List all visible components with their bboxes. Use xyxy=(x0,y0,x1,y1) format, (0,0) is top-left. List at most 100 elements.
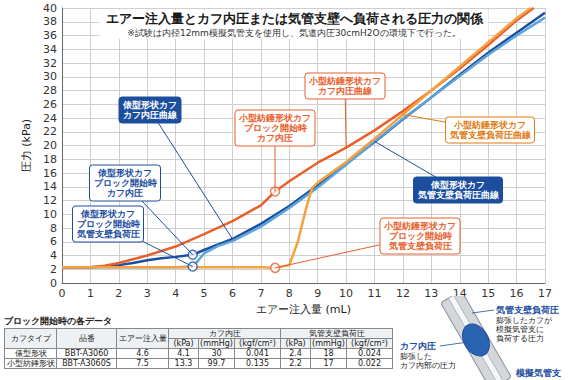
svg-text:28: 28 xyxy=(43,84,57,97)
svg-text:圧力 (kPa): 圧力 (kPa) xyxy=(20,119,33,172)
html-text:BBT-A3060S: BBT-A3060S xyxy=(62,359,111,368)
svg-text:0: 0 xyxy=(50,277,57,290)
html-text:(kPa): (kPa) xyxy=(173,339,194,348)
svg-text:膨張した: 膨張した xyxy=(400,352,432,361)
svg-text:2: 2 xyxy=(115,287,122,300)
svg-text:10: 10 xyxy=(43,208,57,221)
html-text:BBT-A3060: BBT-A3060 xyxy=(64,349,109,358)
html-text:2.2: 2.2 xyxy=(289,359,302,368)
svg-text:9: 9 xyxy=(314,287,321,300)
svg-text:40: 40 xyxy=(43,2,57,15)
html-text:(mmHg): (mmHg) xyxy=(312,339,345,348)
svg-text:14: 14 xyxy=(43,180,57,193)
svg-text:小型紡錘形状カフ: 小型紡錘形状カフ xyxy=(383,221,456,231)
html-text:4.6: 4.6 xyxy=(136,349,149,358)
svg-text:4: 4 xyxy=(50,249,57,262)
html-text:0.024: 0.024 xyxy=(358,349,381,358)
svg-text:32: 32 xyxy=(43,57,57,70)
html-text:99.7: 99.7 xyxy=(207,359,226,368)
svg-text:2: 2 xyxy=(50,263,57,276)
svg-text:模擬気管支: 模擬気管支 xyxy=(515,368,561,378)
svg-text:18: 18 xyxy=(43,153,57,166)
svg-text:俵型形状カフ: 俵型形状カフ xyxy=(97,168,152,178)
html-text:カフ内圧: カフ内圧 xyxy=(208,329,241,338)
html-text:17: 17 xyxy=(323,359,334,368)
html-text:(kgf/cm²): (kgf/cm²) xyxy=(239,339,276,348)
svg-text:26: 26 xyxy=(43,98,57,111)
svg-text:カフ内圧: カフ内圧 xyxy=(107,188,143,198)
svg-text:16: 16 xyxy=(510,287,524,300)
html-text:品番: 品番 xyxy=(78,334,95,343)
svg-text:13: 13 xyxy=(424,287,438,300)
svg-text:カフ内圧: カフ内圧 xyxy=(400,341,436,351)
svg-text:12: 12 xyxy=(396,287,410,300)
svg-text:4: 4 xyxy=(172,287,179,300)
html-text:7.5: 7.5 xyxy=(136,359,149,368)
html-text:エアー注入量: エアー注入量 xyxy=(118,334,167,343)
svg-text:10: 10 xyxy=(339,287,353,300)
svg-text:俵型形状カフ: 俵型形状カフ xyxy=(80,209,135,219)
html-text:13.3: 13.3 xyxy=(174,359,193,368)
html-text:0.041: 0.041 xyxy=(246,349,269,358)
svg-text:小型紡錘形状カフ: 小型紡錘形状カフ xyxy=(308,76,381,86)
svg-text:カフ内部の圧力: カフ内部の圧力 xyxy=(400,361,456,370)
svg-text:1: 1 xyxy=(87,287,94,300)
svg-text:0: 0 xyxy=(59,287,66,300)
html-text:4.1: 4.1 xyxy=(177,349,190,358)
svg-text:38: 38 xyxy=(43,15,57,28)
svg-text:小型紡錘形状カフ: 小型紡錘形状カフ xyxy=(238,113,311,123)
svg-text:ブロック開始時: ブロック開始時 xyxy=(244,123,307,133)
svg-text:小型紡錘形状カフ: 小型紡錘形状カフ xyxy=(453,120,526,130)
html-text:2.4: 2.4 xyxy=(289,349,302,358)
svg-text:8: 8 xyxy=(286,287,293,300)
html-text:俵型形状: 俵型形状 xyxy=(14,349,47,358)
svg-text:気管支壁負荷圧曲線: 気管支壁負荷圧曲線 xyxy=(449,130,532,140)
svg-text:5: 5 xyxy=(201,287,208,300)
svg-text:エアー注入量とカフ内圧または気管支壁へ負荷される圧力の関係: エアー注入量とカフ内圧または気管支壁へ負荷される圧力の関係 xyxy=(106,11,484,26)
svg-text:カフ内圧曲線: カフ内圧曲線 xyxy=(318,86,373,96)
html-text:(mmHg): (mmHg) xyxy=(200,339,233,348)
html-text:カフタイプ: カフタイプ xyxy=(10,334,51,343)
svg-text:気管支壁負荷圧: 気管支壁負荷圧 xyxy=(388,241,452,251)
html-text:気管支壁負荷圧: 気管支壁負荷圧 xyxy=(308,329,365,338)
svg-text:15: 15 xyxy=(481,287,495,300)
svg-text:6: 6 xyxy=(229,287,236,300)
html-text:(kgf/cm²): (kgf/cm²) xyxy=(351,339,388,348)
svg-text:俵型形状カフ: 俵型形状カフ xyxy=(430,180,485,190)
svg-text:17: 17 xyxy=(538,287,552,300)
svg-text:気管支壁負荷圧曲線: 気管支壁負荷圧曲線 xyxy=(417,190,500,200)
html-text:30: 30 xyxy=(211,349,222,358)
html-text:(kPa): (kPa) xyxy=(285,339,306,348)
svg-text:16: 16 xyxy=(43,167,57,180)
svg-text:模擬気管支に: 模擬気管支に xyxy=(496,325,544,334)
svg-text:11: 11 xyxy=(368,287,382,300)
html-text:ブロック開始時の各データ: ブロック開始時の各データ xyxy=(4,316,112,326)
html-text:0.135: 0.135 xyxy=(246,359,269,368)
svg-text:エアー注入量 (mL): エアー注入量 (mL) xyxy=(256,303,351,316)
svg-text:膨張したカフが: 膨張したカフが xyxy=(496,316,553,325)
svg-text:ブロック開始時: ブロック開始時 xyxy=(77,219,140,229)
svg-text:14: 14 xyxy=(452,287,467,300)
svg-text:8: 8 xyxy=(50,222,57,235)
svg-text:6: 6 xyxy=(50,235,57,248)
svg-text:負荷する圧力: 負荷する圧力 xyxy=(496,334,544,343)
html-text:小型紡錘形状: 小型紡錘形状 xyxy=(6,359,55,368)
svg-text:34: 34 xyxy=(43,43,57,56)
svg-text:22: 22 xyxy=(43,125,57,138)
svg-text:気管支壁負荷圧: 気管支壁負荷圧 xyxy=(495,305,559,315)
svg-text:カフ内圧曲線: カフ内圧曲線 xyxy=(123,110,178,120)
html-text:18: 18 xyxy=(323,349,334,358)
svg-text:24: 24 xyxy=(43,112,57,125)
svg-text:※試験は内径12mm模擬気管支を使用し、気道内圧30cmH2: ※試験は内径12mm模擬気管支を使用し、気道内圧30cmH2Oの環境下で行った。 xyxy=(127,28,460,38)
svg-text:ブロック開始時: ブロック開始時 xyxy=(389,231,452,241)
svg-text:20: 20 xyxy=(43,139,57,152)
svg-text:俵型形状カフ: 俵型形状カフ xyxy=(122,100,177,110)
svg-text:36: 36 xyxy=(43,29,57,42)
svg-text:3: 3 xyxy=(144,287,151,300)
svg-text:7: 7 xyxy=(257,287,264,300)
svg-text:カフ内圧: カフ内圧 xyxy=(257,133,293,143)
svg-text:30: 30 xyxy=(43,70,57,83)
svg-text:ブロック開始時: ブロック開始時 xyxy=(94,178,157,188)
svg-text:12: 12 xyxy=(43,194,57,207)
svg-text:気管支壁負荷圧: 気管支壁負荷圧 xyxy=(76,229,140,239)
